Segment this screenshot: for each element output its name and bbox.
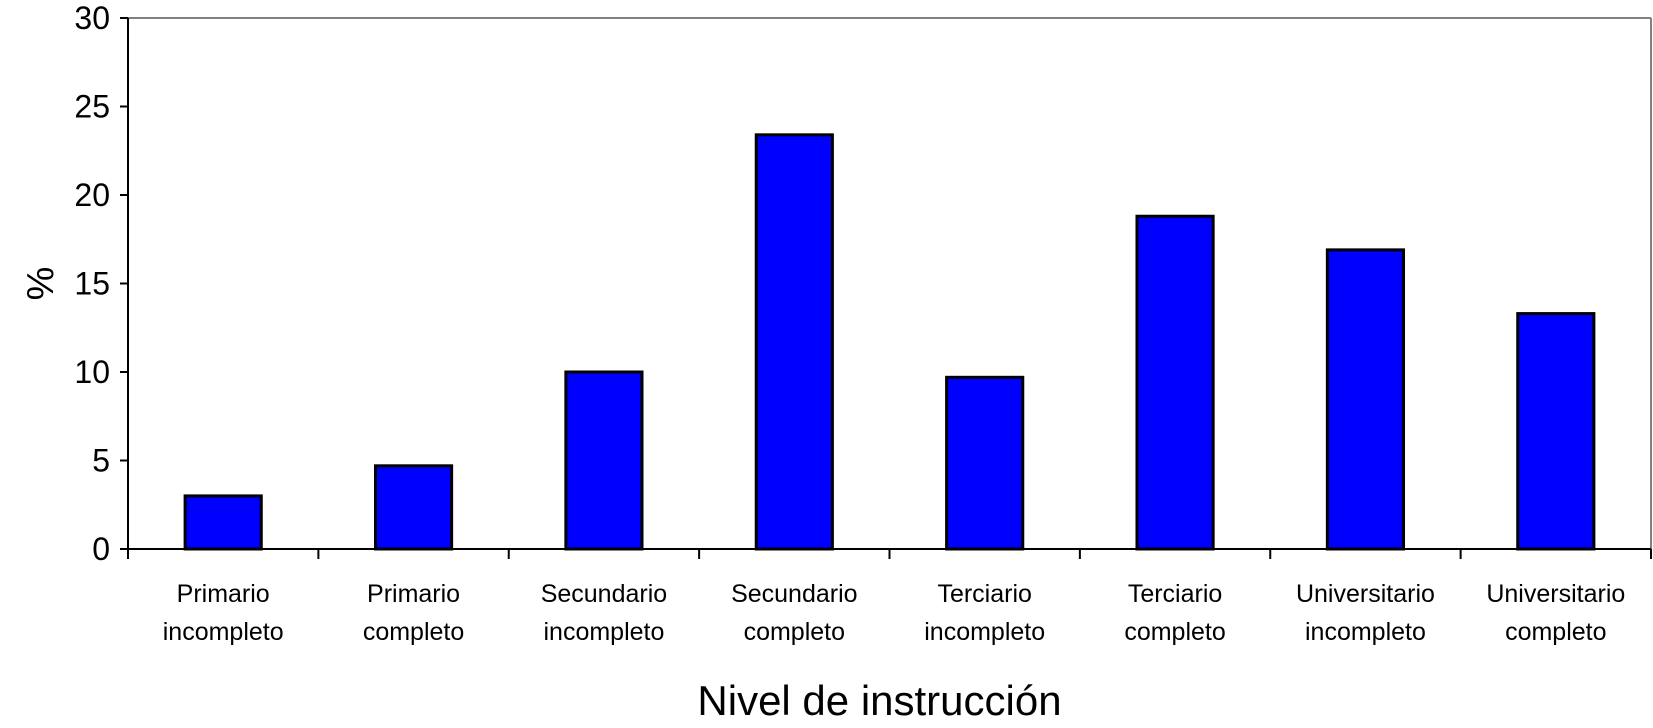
bar	[1516, 312, 1596, 551]
x-tick-label: Secundario incompleto	[541, 580, 667, 646]
x-tick-label: Primario incompleto	[163, 580, 284, 646]
y-tick-label: 5	[92, 443, 110, 479]
y-tick-label: 0	[92, 531, 110, 567]
bar	[183, 494, 263, 551]
y-axis-label: %	[20, 267, 62, 301]
y-tick-label: 25	[74, 89, 110, 125]
y-tick-label: 30	[74, 0, 110, 36]
bar	[945, 375, 1025, 551]
x-tick-label: Terciario completo	[1124, 580, 1225, 646]
x-tick-label: Universitario completo	[1486, 580, 1625, 646]
bar	[564, 370, 644, 551]
x-tick-label: Secundario completo	[731, 580, 857, 646]
bar	[373, 464, 454, 551]
bar	[1135, 214, 1215, 551]
x-tick-label: Terciario incompleto	[924, 580, 1045, 646]
bar	[1325, 248, 1406, 551]
y-tick-label: 15	[74, 266, 110, 302]
bar	[754, 133, 834, 551]
x-tick-label: Universitario incompleto	[1296, 580, 1435, 646]
y-tick-label: 20	[74, 177, 110, 213]
y-tick-label: 10	[74, 354, 110, 390]
x-axis-label: Nivel de instrucción	[697, 677, 1061, 724]
x-tick-label: Primario completo	[363, 580, 464, 646]
